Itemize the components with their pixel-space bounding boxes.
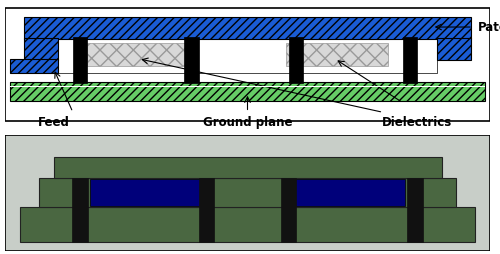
Text: Patch: Patch xyxy=(478,21,500,34)
FancyBboxPatch shape xyxy=(184,37,199,83)
Text: Feed: Feed xyxy=(38,116,70,129)
FancyBboxPatch shape xyxy=(73,37,88,83)
FancyBboxPatch shape xyxy=(24,17,470,39)
FancyBboxPatch shape xyxy=(5,135,490,251)
FancyBboxPatch shape xyxy=(39,178,456,207)
FancyBboxPatch shape xyxy=(286,43,388,66)
FancyBboxPatch shape xyxy=(10,59,58,73)
FancyBboxPatch shape xyxy=(10,82,485,101)
FancyBboxPatch shape xyxy=(407,178,422,242)
FancyBboxPatch shape xyxy=(10,86,485,87)
FancyBboxPatch shape xyxy=(24,38,58,60)
Text: Ground plane: Ground plane xyxy=(203,116,292,129)
FancyBboxPatch shape xyxy=(54,157,442,178)
FancyBboxPatch shape xyxy=(288,37,304,83)
Text: Dielectrics: Dielectrics xyxy=(382,116,452,129)
FancyBboxPatch shape xyxy=(281,178,296,242)
FancyBboxPatch shape xyxy=(288,179,405,207)
FancyBboxPatch shape xyxy=(72,178,88,242)
FancyBboxPatch shape xyxy=(90,179,206,207)
FancyBboxPatch shape xyxy=(58,38,436,73)
FancyBboxPatch shape xyxy=(88,43,190,66)
FancyBboxPatch shape xyxy=(20,207,475,242)
FancyBboxPatch shape xyxy=(436,38,470,60)
FancyBboxPatch shape xyxy=(402,37,417,83)
FancyBboxPatch shape xyxy=(198,178,214,242)
FancyBboxPatch shape xyxy=(5,8,490,121)
